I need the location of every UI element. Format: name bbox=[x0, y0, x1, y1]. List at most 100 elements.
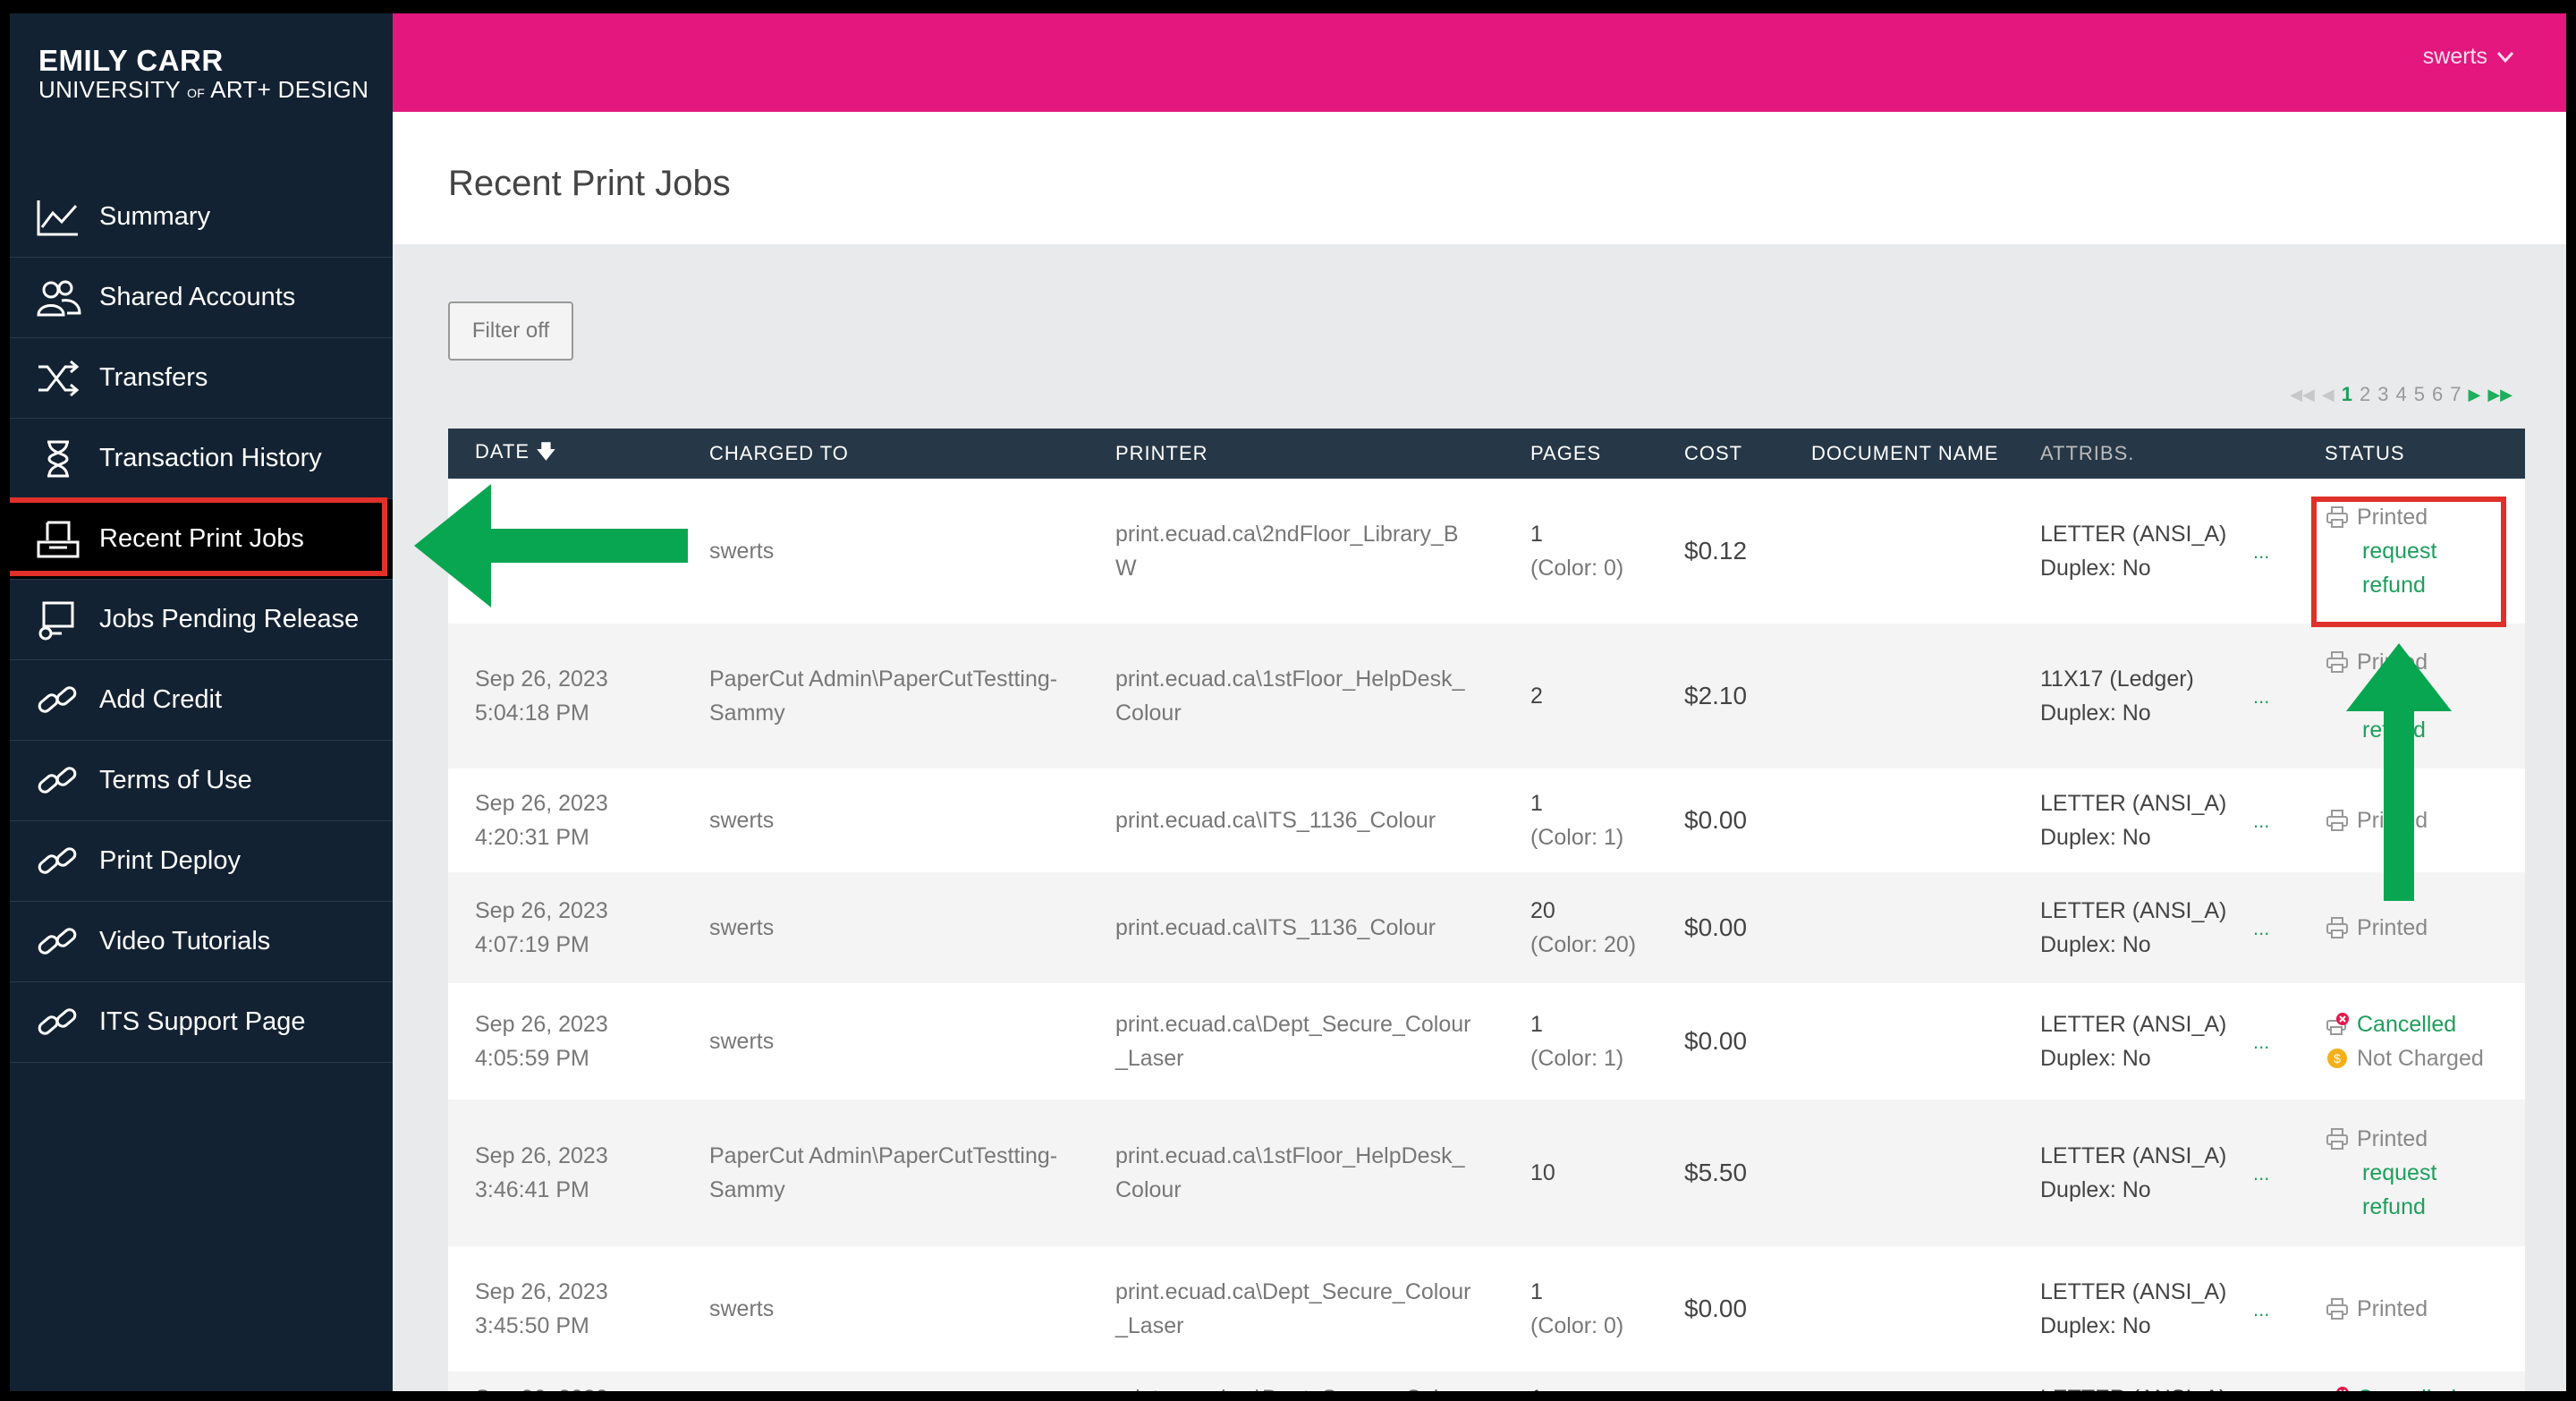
header-attribs: ATTRIBS. bbox=[2040, 429, 2253, 479]
cell-attribs: LETTER (ANSI_A) Duplex: No bbox=[2040, 983, 2253, 1100]
cell-more[interactable]: ... bbox=[2253, 624, 2325, 768]
filter-button[interactable]: Filter off bbox=[448, 301, 573, 361]
page-link[interactable]: 4 bbox=[2395, 383, 2407, 405]
table-row[interactable]: Sep 26, 2023 3:45:50 PM swerts print.ecuad.… bbox=[448, 1246, 2525, 1371]
shuffle-icon bbox=[35, 358, 81, 399]
status-cancelled: Cancelled bbox=[2325, 1381, 2525, 1391]
printer-tray-icon bbox=[35, 519, 81, 560]
table-row[interactable]: Sep 26, 2023 4:20:31 PM swerts print.ecuad.… bbox=[448, 768, 2525, 872]
logo: EMILY CARR UNIVERSITY OF ART+ DESIGN bbox=[38, 46, 369, 106]
sidebar-item-jobs-pending-release[interactable]: Jobs Pending Release bbox=[10, 580, 393, 660]
page-link[interactable]: 3 bbox=[2377, 383, 2389, 405]
table-row[interactable]: Sep 26, 2023 5:04:18 PM PaperCut Admin\Pap… bbox=[448, 624, 2525, 768]
cell-printer: print.ecuad.ca\ITS_1136_Colour bbox=[1115, 768, 1530, 872]
header-date[interactable]: DATE 🡇 bbox=[448, 429, 709, 479]
header-document-name[interactable]: DOCUMENT NAME bbox=[1811, 429, 2040, 479]
page-link[interactable]: 7 bbox=[2450, 383, 2462, 405]
more-icon[interactable]: ... bbox=[2253, 1030, 2270, 1053]
cell-status: Printed bbox=[2325, 872, 2525, 983]
header-pages[interactable]: PAGES bbox=[1530, 429, 1684, 479]
cell-charged-to: swerts bbox=[709, 983, 1115, 1100]
cell-document-name bbox=[1811, 624, 2040, 768]
cell-more[interactable]: ... bbox=[2253, 983, 2325, 1100]
status-text: Printed bbox=[2357, 1126, 2428, 1151]
page-link[interactable]: 2 bbox=[2359, 383, 2371, 405]
table-row[interactable]: Sep 26, 2023 4:07:19 PM swerts print.ecuad.… bbox=[448, 872, 2525, 983]
more-icon[interactable]: ... bbox=[2253, 1161, 2270, 1184]
table-row[interactable]: Sep 26, 2023 print.ecuad.ca\Dept_Secure_C… bbox=[448, 1371, 2525, 1391]
cell-pages: 10 bbox=[1530, 1100, 1684, 1246]
cell-document-name bbox=[1811, 768, 2040, 872]
cell-more[interactable]: ... bbox=[2253, 872, 2325, 983]
sidebar-item-add-credit[interactable]: Add Credit bbox=[10, 660, 393, 741]
cell-attribs: 11X17 (Ledger) Duplex: No bbox=[2040, 624, 2253, 768]
link-icon bbox=[35, 760, 81, 802]
cell-charged-to bbox=[709, 1371, 1115, 1391]
table-row[interactable]: :21:37 AMswertsprint.ecuad.ca\2ndFloor_L… bbox=[448, 479, 2525, 624]
user-menu[interactable]: swerts bbox=[2423, 44, 2514, 70]
cell-more[interactable]: ... bbox=[2253, 768, 2325, 872]
cell-cost: $0.12 bbox=[1684, 479, 1811, 624]
printer-icon bbox=[2326, 810, 2348, 831]
sidebar-item-transfers[interactable]: Transfers bbox=[10, 338, 393, 419]
page-link[interactable]: 5 bbox=[2413, 383, 2425, 405]
more-icon[interactable]: ... bbox=[2253, 809, 2270, 832]
sidebar-item-recent-print-jobs[interactable]: Recent Print Jobs bbox=[10, 497, 393, 580]
sidebar-item-terms-of-use[interactable]: Terms of Use bbox=[10, 741, 393, 821]
more-icon[interactable]: ... bbox=[2253, 539, 2270, 563]
sidebar-item-print-deploy[interactable]: Print Deploy bbox=[10, 821, 393, 902]
print-jobs-table: DATE 🡇 CHARGED TO PRINTER PAGES COST DOC… bbox=[448, 429, 2525, 1391]
sidebar-item-label: Summary bbox=[99, 202, 211, 231]
next-page-icon[interactable]: ▶ bbox=[2468, 385, 2481, 403]
more-icon[interactable]: ... bbox=[2253, 684, 2270, 708]
cell-pages: 1 (Color: 1) bbox=[1530, 983, 1684, 1100]
more-icon[interactable]: ... bbox=[2253, 1297, 2270, 1320]
first-page-icon[interactable]: ◀◀ bbox=[2290, 385, 2315, 403]
cell-pages: 20 (Color: 20) bbox=[1530, 872, 1684, 983]
cell-attribs: LETTER (ANSI_A) Duplex: No bbox=[2040, 1246, 2253, 1371]
link-icon bbox=[35, 1002, 81, 1043]
sidebar-item-label: Terms of Use bbox=[99, 766, 252, 794]
status-text: Cancelled bbox=[2357, 1012, 2457, 1037]
header-cost[interactable]: COST bbox=[1684, 429, 1811, 479]
brand-name: EMILY CARR bbox=[38, 44, 224, 77]
sidebar-item-video-tutorials[interactable]: Video Tutorials bbox=[10, 902, 393, 982]
printer-cancelled-icon bbox=[2326, 1013, 2349, 1035]
status-printed: Printed bbox=[2325, 1122, 2525, 1156]
page-title: Recent Print Jobs bbox=[448, 164, 731, 203]
page-link[interactable]: 6 bbox=[2431, 383, 2444, 405]
header-status[interactable]: STATUS bbox=[2325, 429, 2525, 479]
cell-date: Sep 26, 2023 4:05:59 PM bbox=[448, 983, 709, 1100]
header-charged-to[interactable]: CHARGED TO bbox=[709, 429, 1115, 479]
cell-cost: $5.50 bbox=[1684, 1100, 1811, 1246]
page-link[interactable]: 1 bbox=[2341, 383, 2352, 405]
cell-more[interactable]: ... bbox=[2253, 1246, 2325, 1371]
cell-charged-to: PaperCut Admin\PaperCutTestting- Sammy bbox=[709, 1100, 1115, 1246]
sidebar-item-transaction-history[interactable]: Transaction History bbox=[10, 419, 393, 499]
sidebar-item-shared-accounts[interactable]: Shared Accounts bbox=[10, 258, 393, 338]
coin-icon: $ bbox=[2327, 1049, 2347, 1068]
more-icon[interactable]: ... bbox=[2253, 916, 2270, 939]
cell-date: Sep 26, 2023 4:20:31 PM bbox=[448, 768, 709, 872]
sidebar-item-its-support-page[interactable]: ITS Support Page bbox=[10, 982, 393, 1063]
sidebar-item-summary[interactable]: Summary bbox=[10, 177, 393, 258]
prev-page-icon[interactable]: ◀ bbox=[2321, 385, 2334, 403]
sidebar-item-label: Shared Accounts bbox=[99, 283, 296, 311]
cell-more[interactable] bbox=[2253, 1371, 2325, 1391]
svg-text:$: $ bbox=[2334, 1051, 2341, 1066]
cell-pages: 2 bbox=[1530, 624, 1684, 768]
table-row[interactable]: Sep 26, 2023 4:05:59 PM swerts print.ecuad.… bbox=[448, 983, 2525, 1100]
table-row[interactable]: Sep 26, 2023 3:46:41 PM PaperCut Admin\Pap… bbox=[448, 1100, 2525, 1246]
cell-document-name bbox=[1811, 1371, 2040, 1391]
cell-cost: $0.00 bbox=[1684, 872, 1811, 983]
app-window: EMILY CARR UNIVERSITY OF ART+ DESIGN Sum… bbox=[10, 13, 2566, 1391]
last-page-icon[interactable]: ▶▶ bbox=[2487, 385, 2512, 403]
cell-more[interactable]: ... bbox=[2253, 1100, 2325, 1246]
cell-status: Cancelled $ Not Charged bbox=[2325, 983, 2525, 1100]
header-printer[interactable]: PRINTER bbox=[1115, 429, 1530, 479]
cell-document-name bbox=[1811, 872, 2040, 983]
